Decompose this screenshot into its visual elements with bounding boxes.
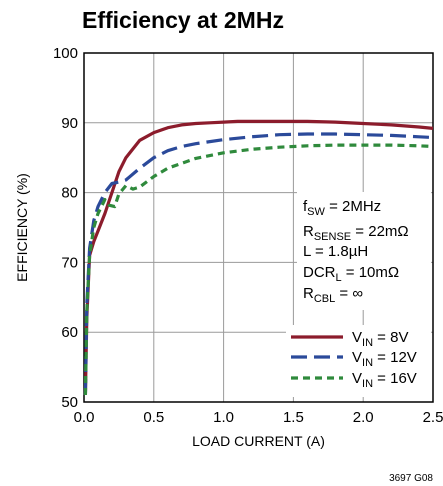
plot-frame bbox=[83, 52, 434, 403]
y-tick-label: 80 bbox=[61, 185, 78, 202]
annotation-line: RSENSE = 22mΩ bbox=[303, 223, 409, 243]
y-axis-label: EFFICIENCY (%) bbox=[14, 173, 30, 282]
annotation-box bbox=[297, 192, 431, 310]
x-tick-label: 1.0 bbox=[213, 409, 234, 426]
x-tick-label: 2.0 bbox=[353, 409, 374, 426]
x-axis-label: LOAD CURRENT (A) bbox=[192, 433, 325, 449]
legend-label: VIN = 12V bbox=[352, 349, 417, 369]
series-line-8v bbox=[83, 119, 434, 396]
y-tick-label: 90 bbox=[61, 115, 78, 132]
annotation-line: L = 1.8µH bbox=[303, 243, 368, 260]
annotation-line: RCBL = ∞ bbox=[303, 285, 363, 305]
series-line-16v bbox=[83, 143, 434, 396]
annotation-line: DCRL = 10mΩ bbox=[303, 264, 399, 284]
y-tick-label: 60 bbox=[61, 324, 78, 341]
annotation-line: fSW = 2MHz bbox=[303, 198, 381, 218]
x-tick-label: 0.0 bbox=[74, 409, 95, 426]
x-tick-label: 1.5 bbox=[283, 409, 304, 426]
series-line-12v bbox=[83, 132, 434, 396]
x-tick-label: 2.5 bbox=[423, 409, 443, 426]
y-tick-label: 70 bbox=[61, 254, 78, 271]
y-tick-label: 100 bbox=[53, 45, 78, 62]
y-tick-label: 50 bbox=[61, 394, 78, 411]
chart-title: Efficiency at 2MHz bbox=[82, 7, 284, 33]
tick-labels: 0.0 0.5 1.0 1.5 2.0 2.5 50 60 70 80 90 100 bbox=[53, 45, 443, 426]
legend-label: VIN = 16V bbox=[352, 370, 417, 390]
figure-note: 3697 G08 bbox=[389, 473, 433, 484]
x-tick-label: 0.5 bbox=[143, 409, 164, 426]
series-group bbox=[83, 119, 434, 396]
legend-label: VIN = 8V bbox=[352, 329, 408, 349]
